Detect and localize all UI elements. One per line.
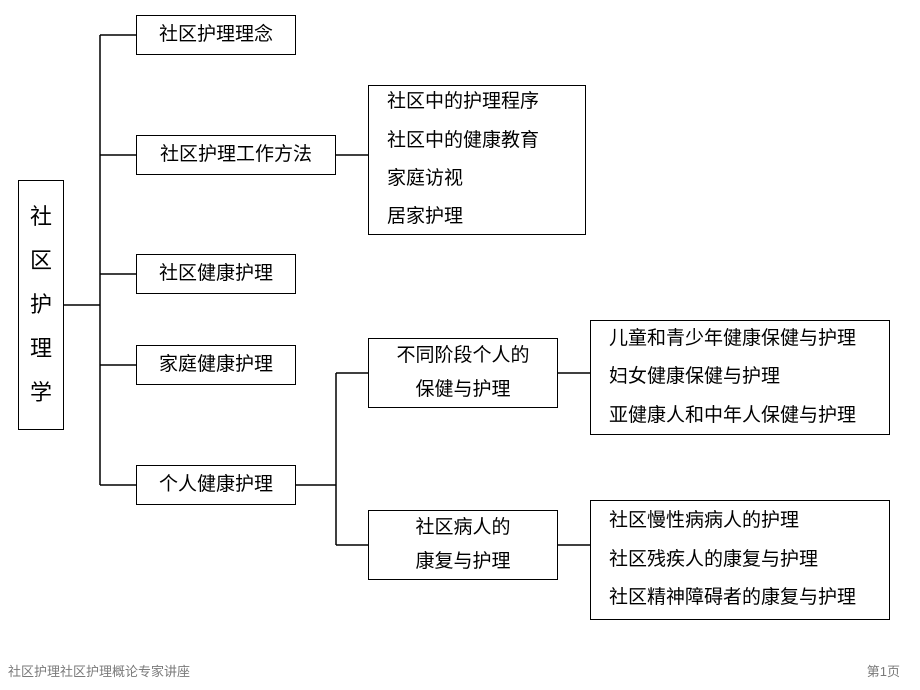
node-patient-rehab: 社区病人的 康复与护理 bbox=[368, 510, 558, 580]
node-label: 社区护理工作方法 bbox=[160, 140, 312, 170]
list-item: 社区精神障碍者的康复与护理 bbox=[609, 583, 856, 613]
node-line2: 保健与护理 bbox=[415, 373, 510, 407]
node-label: 社区健康护理 bbox=[159, 259, 273, 289]
patient-rehab-details: 社区慢性病病人的护理社区残疾人的康复与护理社区精神障碍者的康复与护理 bbox=[590, 500, 890, 620]
root-char: 护 bbox=[30, 283, 52, 327]
node-family-health: 家庭健康护理 bbox=[136, 345, 296, 385]
node-line1: 不同阶段个人的 bbox=[396, 339, 529, 373]
footer-title: 社区护理社区护理概论专家讲座 bbox=[8, 661, 190, 680]
list-item: 儿童和青少年健康保健与护理 bbox=[609, 324, 856, 354]
methods-details: 社区中的护理程序社区中的健康教育家庭访视居家护理 bbox=[368, 85, 586, 235]
node-life-stages: 不同阶段个人的 保健与护理 bbox=[368, 338, 558, 408]
node-line1: 社区病人的 bbox=[415, 511, 510, 545]
node-methods: 社区护理工作方法 bbox=[136, 135, 336, 175]
list-item: 社区中的健康教育 bbox=[387, 126, 539, 156]
node-label: 个人健康护理 bbox=[159, 470, 273, 500]
list-item: 社区慢性病病人的护理 bbox=[609, 506, 799, 536]
node-label: 家庭健康护理 bbox=[159, 350, 273, 380]
list-item: 社区残疾人的康复与护理 bbox=[609, 545, 818, 575]
node-personal-health: 个人健康护理 bbox=[136, 465, 296, 505]
list-item: 妇女健康保健与护理 bbox=[609, 362, 780, 392]
root-char: 理 bbox=[30, 327, 52, 371]
life-stages-details: 儿童和青少年健康保健与护理妇女健康保健与护理亚健康人和中年人保健与护理 bbox=[590, 320, 890, 435]
list-item: 亚健康人和中年人保健与护理 bbox=[609, 401, 856, 431]
root-node: 社区护理学 bbox=[18, 180, 64, 430]
list-item: 社区中的护理程序 bbox=[387, 87, 539, 117]
page-number: 第1页 bbox=[867, 661, 900, 680]
root-char: 社 bbox=[30, 195, 52, 239]
node-community-health: 社区健康护理 bbox=[136, 254, 296, 294]
list-item: 居家护理 bbox=[387, 202, 463, 232]
node-concept: 社区护理理念 bbox=[136, 15, 296, 55]
root-char: 区 bbox=[30, 239, 52, 283]
list-item: 家庭访视 bbox=[387, 164, 463, 194]
root-char: 学 bbox=[30, 371, 52, 415]
node-line2: 康复与护理 bbox=[415, 545, 510, 579]
node-label: 社区护理理念 bbox=[159, 20, 273, 50]
